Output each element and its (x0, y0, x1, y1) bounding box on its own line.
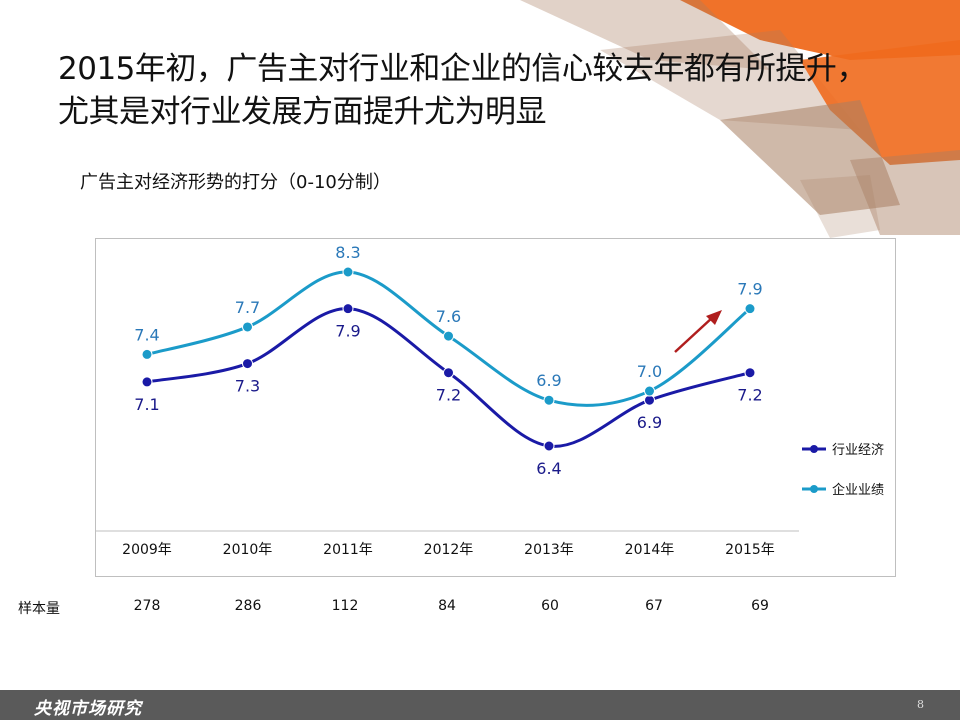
data-label-industry: 7.2 (737, 386, 762, 405)
deco-shape-brown-1 (720, 100, 900, 215)
page-number: 8 (917, 698, 924, 711)
sample-size-2011: 112 (331, 598, 359, 614)
slide-title-line-1: 2015年初，广告主对行业和企业的信心较去年都有所提升， (58, 51, 867, 87)
data-point-industry (644, 394, 655, 406)
sample-size-2012: 84 (438, 598, 456, 614)
legend-label-industry: 行业经济 (832, 443, 884, 458)
sample-size-2013: 60 (541, 598, 559, 614)
trend-arrow-head (706, 310, 722, 325)
data-label-enterprise: 7.4 (134, 325, 159, 344)
data-point-enterprise (141, 348, 153, 360)
data-point-enterprise (644, 385, 655, 397)
data-label-industry: 7.1 (134, 395, 159, 414)
data-point-enterprise (443, 330, 454, 342)
deco-shape-light-2 (600, 30, 860, 130)
sample-size-2009: 278 (133, 598, 161, 614)
data-point-industry (744, 367, 756, 379)
data-label-industry: 7.3 (235, 377, 260, 396)
data-point-industry (141, 376, 153, 388)
data-label-industry: 7.9 (335, 322, 360, 341)
data-point-industry (242, 358, 253, 370)
data-label-enterprise: 6.9 (536, 371, 561, 390)
data-label-enterprise: 7.0 (637, 362, 662, 381)
line-chart: 2009年 2010年 2011年 2012年 2013年 2014年 2015年 7.1 7.… (95, 243, 884, 558)
sample-size-2014: 67 (645, 598, 663, 614)
chart-frame (95, 238, 896, 577)
legend-swatch-marker (810, 445, 818, 453)
legend-label-enterprise: 企业业绩 (832, 482, 884, 498)
chart-subtitle: 广告主对经济形势的打分（0-10分制） (80, 172, 391, 193)
data-point-industry (443, 367, 454, 379)
data-point-enterprise (744, 303, 756, 315)
sample-size-label: 样本量 (18, 601, 60, 617)
slide-title: 2015年初，广告主对行业和企业的信心较去年都有所提升， 尤其是对行业发展方面提… (58, 48, 918, 134)
x-tick-label: 2010年 (223, 542, 273, 558)
deco-shape-orange-mid (800, 40, 960, 165)
data-label-enterprise: 8.3 (335, 243, 360, 262)
data-label-industry: 7.2 (436, 386, 461, 405)
x-tick-label: 2015年 (725, 542, 775, 558)
deco-shape-light-3 (800, 175, 880, 238)
deco-shape-light-1 (520, 0, 770, 70)
data-label-enterprise: 7.9 (737, 280, 762, 299)
data-point-industry (543, 440, 555, 452)
data-point-enterprise (342, 266, 354, 278)
sample-size-2015: 69 (751, 598, 769, 614)
data-point-enterprise (543, 394, 555, 406)
x-tick-label: 2009年 (122, 542, 172, 558)
deco-shape-orange-top (680, 0, 960, 60)
sample-size-2010: 286 (234, 598, 262, 614)
deco-shape-brown-2 (850, 150, 960, 235)
legend-swatch-marker (810, 485, 818, 493)
x-tick-label: 2011年 (323, 542, 373, 558)
slide-title-line-2: 尤其是对行业发展方面提升尤为明显 (58, 94, 547, 130)
x-tick-label: 2014年 (625, 542, 675, 558)
data-label-enterprise: 7.7 (235, 298, 260, 317)
x-tick-label: 2012年 (424, 542, 474, 558)
data-point-enterprise (242, 321, 253, 333)
trend-arrow-shaft (674, 316, 714, 353)
data-label-enterprise: 7.6 (436, 307, 461, 326)
data-point-industry (342, 303, 354, 315)
footer-bar: 央视市场研究 8 (0, 690, 960, 720)
data-label-industry: 6.9 (637, 413, 662, 432)
footer-brand: 央视市场研究 (34, 699, 142, 719)
data-label-industry: 6.4 (536, 459, 561, 478)
x-tick-label: 2013年 (524, 542, 574, 558)
